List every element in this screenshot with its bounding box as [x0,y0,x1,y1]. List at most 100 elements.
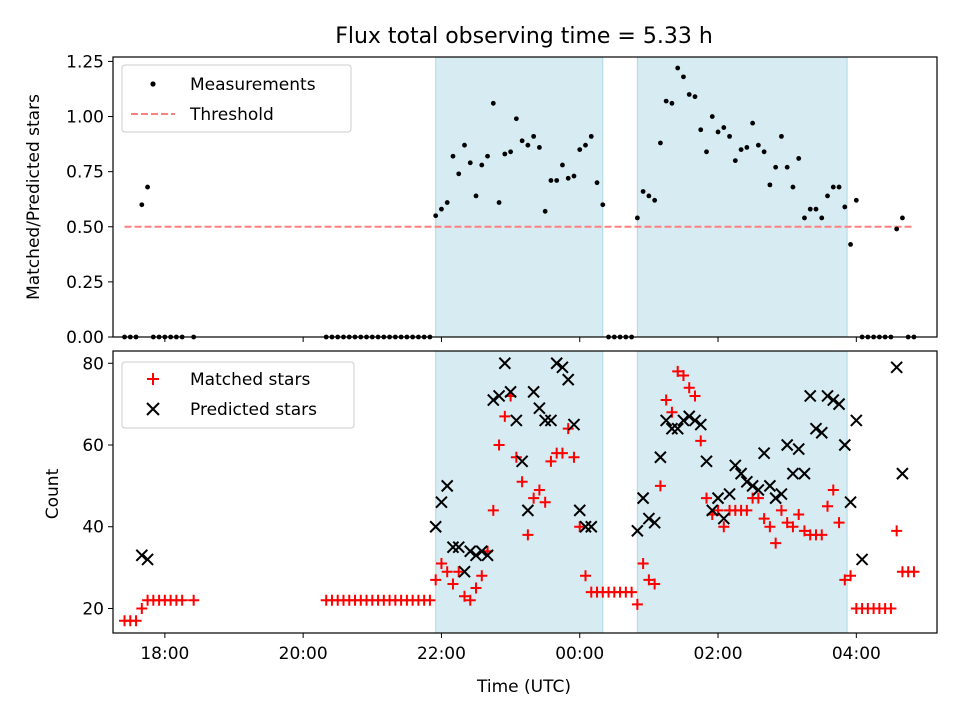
matched-star-point [816,529,828,541]
predicted-star-point [850,414,863,427]
predicted-star-point [429,520,442,533]
measurement-point [462,142,467,148]
measurement-point [738,147,744,152]
predicted-star-point [636,491,650,505]
measurement-point [508,149,513,155]
x-tick-label: 22:00 [417,644,466,664]
measurement-point [790,184,796,190]
measurement-point [802,215,807,221]
predicted-star-point [464,545,477,558]
predicted-star-point [700,455,713,468]
measurement-point [502,151,508,157]
measurement-point [594,180,600,186]
matched-star-point [470,582,482,594]
measurement-point [825,193,830,199]
measurement-point [727,133,732,139]
measurement-point [658,140,663,146]
predicted-star-point [832,397,846,411]
measurement-point [698,127,704,133]
predicted-star-point [798,467,811,480]
predicted-star-point [538,414,552,427]
predicted-star-point [769,491,782,505]
measurement-point [646,193,652,199]
bottom-axes-frame [112,350,938,634]
measurement-point [542,208,548,214]
top-y-tick-label: 1.25 [66,52,104,72]
measurement-point [675,65,681,71]
x-tick-label: 20:00 [279,644,328,664]
predicted-star-point [890,361,903,374]
predicted-star-point [746,479,759,493]
matched-star-point [545,455,557,467]
measurement-point [692,94,698,100]
matched-star-points [119,365,920,627]
predicted-star-point [780,438,794,452]
matched-star-point [574,521,586,533]
matched-star-point [649,578,661,590]
matched-star-point [510,451,522,463]
predicted-star-point [706,504,719,517]
matched-star-point [487,504,499,516]
measurement-point [456,171,462,177]
matched-star-point [464,594,476,606]
matched-star-point [453,566,465,578]
measurement-point [525,142,531,148]
predicted-star-point [441,479,454,493]
predicted-star-point [740,475,754,488]
predicted-star-point [631,524,644,538]
measurement-point [531,133,537,139]
measurement-point [577,147,583,152]
measurement-point [485,153,490,159]
measurement-point [548,178,554,183]
bottom-y-ticks: 20 40 60 80 [82,354,113,619]
matched-star-point [770,537,782,549]
predicted-star-point [827,393,840,407]
measurements-panel: 0.00 0.25 0.50 0.75 1.00 1.25 Matched/Predict… [24,52,938,348]
predicted-star-point [550,357,563,370]
predicted-star-point [533,402,546,415]
measurement-point [900,215,905,221]
predicted-star-point [792,442,805,456]
matched-star-point [637,558,649,570]
legend-matched-label: Matched stars [190,370,310,390]
predicted-star-point [665,422,679,435]
top-y-axis-label: Matched/Predicted stars [24,94,44,300]
predicted-star-point [141,553,154,566]
predicted-star-point [821,389,834,403]
matched-star-point [695,435,707,447]
matched-star-point [528,492,540,504]
matched-star-point [176,594,188,606]
predicted-star-point [734,467,748,480]
measurement-point [686,92,692,97]
observing-window-band [636,350,848,634]
x-tick-label: 18:00 [140,644,189,664]
predicted-star-point [458,565,471,578]
measurement-point [588,133,594,139]
matched-star-point [424,594,436,606]
predicted-star-point [711,491,725,505]
predicted-star-point [677,414,690,427]
predicted-star-point [815,426,828,439]
measurement-point [755,142,761,148]
measurement-point [709,114,715,119]
legend-predicted-marker [146,402,160,416]
measurement-point [767,182,773,188]
observing-window-band [435,350,604,634]
measurement-point [819,215,825,221]
matched-star-point [827,484,839,496]
matched-star-point [793,508,805,520]
top-legend: Measurements Threshold [121,64,352,133]
measurement-point [669,100,675,106]
predicted-star-point [844,496,857,509]
measurement-point [634,215,640,221]
measurement-point [571,173,577,179]
top-axes-frame [112,56,938,338]
matched-star-point [833,517,845,529]
matched-star-point [476,570,488,582]
predicted-star-point [717,512,731,525]
predicted-star-point [855,553,869,566]
matched-star-point [781,517,793,529]
matched-star-point [499,410,511,422]
matched-star-point [430,574,442,586]
